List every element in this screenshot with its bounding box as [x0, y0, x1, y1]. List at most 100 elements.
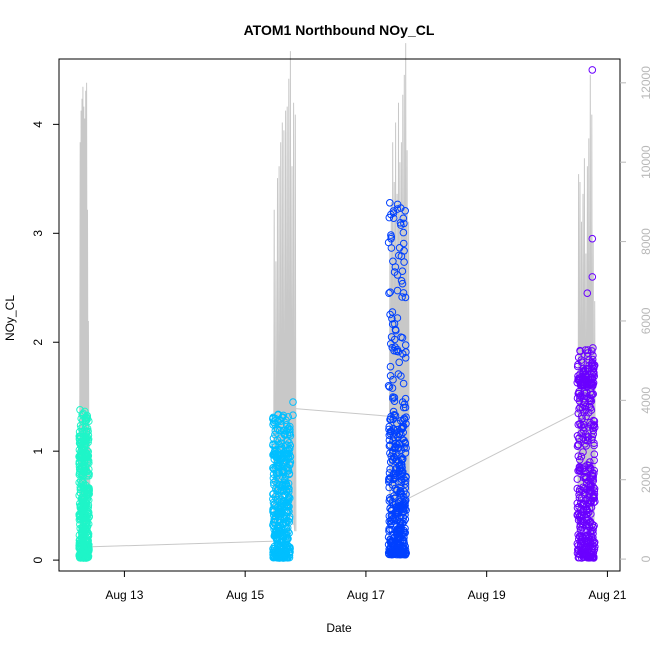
data-point — [85, 472, 93, 480]
data-point — [394, 549, 402, 557]
data-point — [78, 494, 86, 502]
data-point — [281, 538, 289, 547]
data-point — [285, 488, 293, 496]
data-point — [573, 362, 582, 371]
data-point — [387, 452, 396, 461]
data-point — [275, 480, 283, 489]
data-point — [386, 372, 395, 380]
data-point — [275, 554, 283, 562]
data-point — [273, 549, 281, 557]
data-point — [395, 244, 404, 252]
data-point — [79, 545, 87, 553]
data-point — [397, 204, 405, 212]
data-point — [589, 529, 597, 538]
data-point — [573, 442, 582, 451]
data-point — [385, 478, 393, 486]
data-point — [579, 507, 587, 516]
data-point — [275, 450, 284, 459]
y2-tick-label: 2000 — [639, 466, 650, 493]
data-point — [393, 538, 402, 547]
data-point — [579, 448, 587, 456]
data-point — [386, 310, 394, 319]
plot-area — [75, 43, 599, 562]
data-point — [386, 427, 395, 436]
data-point — [385, 494, 394, 502]
data-point — [584, 465, 593, 474]
data-point — [581, 367, 590, 375]
data-point — [397, 446, 406, 454]
secondary-connector-line — [290, 407, 389, 417]
data-point — [386, 545, 395, 553]
data-point — [389, 209, 398, 217]
series-1 — [75, 406, 93, 562]
data-point — [271, 493, 280, 501]
data-point — [586, 518, 594, 526]
secondary-connector-line — [405, 411, 578, 501]
data-point — [590, 521, 598, 530]
data-point — [399, 468, 407, 476]
data-point — [85, 417, 93, 426]
data-point — [389, 214, 398, 222]
data-point — [582, 442, 591, 450]
data-point — [389, 449, 397, 457]
data-point — [586, 537, 595, 546]
data-point — [389, 469, 398, 478]
data-point — [77, 471, 86, 480]
data-point — [399, 228, 408, 237]
data-point — [583, 380, 592, 388]
data-point — [401, 394, 410, 403]
data-point — [387, 234, 395, 243]
data-point — [395, 358, 404, 367]
data-point — [386, 465, 394, 473]
data-point — [587, 406, 596, 414]
data-point — [574, 376, 583, 385]
data-point — [395, 502, 403, 510]
x-tick-label: Aug 13 — [105, 588, 143, 602]
data-point — [401, 477, 410, 485]
data-point — [76, 406, 84, 414]
data-point — [393, 485, 401, 494]
data-point — [388, 343, 397, 352]
data-point — [590, 493, 598, 501]
data-point — [81, 462, 89, 470]
data-point — [399, 507, 408, 516]
data-point — [398, 350, 407, 358]
data-point — [589, 475, 597, 483]
data-point — [398, 519, 407, 528]
x-tick-label: Aug 17 — [347, 588, 385, 602]
data-point — [588, 358, 597, 367]
data-point — [398, 293, 406, 301]
data-point — [395, 527, 403, 536]
data-point — [400, 258, 408, 266]
data-point — [283, 497, 291, 505]
data-point — [274, 484, 283, 493]
data-point — [80, 546, 88, 554]
data-point — [389, 393, 397, 401]
data-point — [271, 414, 280, 423]
data-point — [384, 533, 393, 542]
data-point — [284, 485, 293, 494]
data-point — [589, 364, 598, 373]
data-point — [575, 397, 584, 405]
data-point — [284, 452, 293, 461]
data-point — [575, 553, 584, 562]
series-2 — [269, 398, 297, 562]
y-tick-label: 4 — [31, 121, 45, 128]
data-point — [384, 540, 393, 549]
data-point — [75, 478, 83, 487]
data-point — [279, 519, 288, 527]
data-point — [81, 536, 90, 545]
data-point — [386, 362, 395, 371]
data-point — [579, 500, 587, 509]
data-point — [581, 346, 590, 354]
data-point — [80, 529, 89, 537]
data-point — [577, 392, 585, 401]
data-point — [289, 411, 297, 420]
data-point — [576, 467, 584, 476]
data-point — [269, 441, 277, 450]
data-point — [391, 549, 399, 558]
data-point — [83, 551, 92, 560]
data-point — [274, 425, 282, 434]
data-point — [390, 397, 399, 406]
data-point — [393, 271, 402, 279]
